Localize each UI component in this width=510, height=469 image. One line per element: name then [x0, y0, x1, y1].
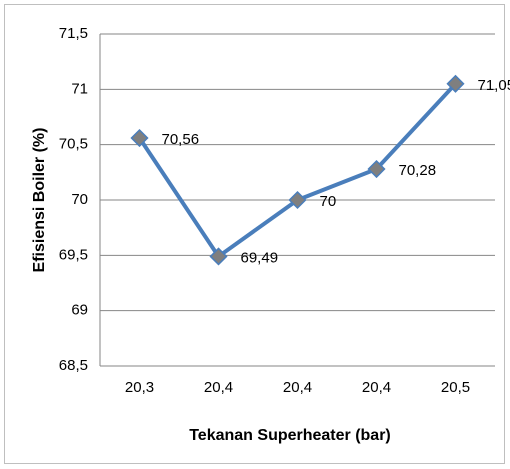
- y-axis-title: Efisiensi Boiler (%): [31, 128, 48, 273]
- x-tick-label: 20,4: [362, 379, 391, 396]
- y-tick-label: 70,5: [59, 136, 88, 153]
- y-tick-label: 69: [71, 302, 88, 319]
- y-tick-label: 71: [71, 80, 88, 97]
- x-tick-label: 20,4: [283, 379, 312, 396]
- y-tick-label: 70: [71, 191, 88, 208]
- x-tick-label: 20,4: [204, 379, 233, 396]
- data-label: 70,28: [399, 162, 437, 179]
- data-label: 70: [320, 193, 337, 210]
- point-marker: [446, 74, 465, 93]
- point-marker: [209, 247, 228, 266]
- chart-border: [4, 4, 505, 464]
- data-label: 69,49: [241, 249, 279, 266]
- point-marker: [130, 128, 149, 148]
- data-label: 70,56: [162, 131, 200, 148]
- data-label: 71,05: [478, 77, 510, 94]
- y-tick-label: 68,5: [59, 357, 88, 374]
- x-axis-title: Tekanan Superheater (bar): [189, 427, 391, 444]
- y-tick-label: 69,5: [59, 246, 88, 263]
- y-tick-label: 71,5: [59, 25, 88, 42]
- point-marker: [367, 159, 386, 179]
- x-tick-label: 20,3: [125, 379, 154, 396]
- x-tick-label: 20,5: [441, 379, 470, 396]
- point-marker: [288, 190, 307, 210]
